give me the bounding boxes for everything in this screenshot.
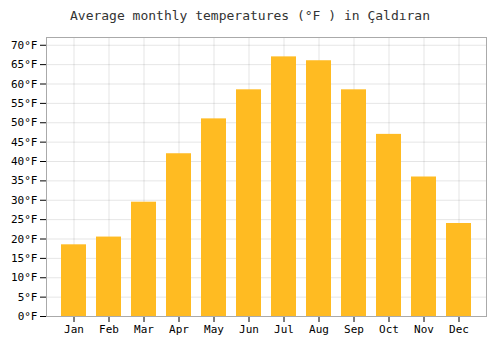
svg-text:May: May: [204, 323, 224, 336]
svg-text:Mar: Mar: [134, 323, 154, 336]
svg-text:Jun: Jun: [239, 323, 259, 336]
svg-text:Dec: Dec: [449, 323, 469, 336]
svg-text:Nov: Nov: [414, 323, 434, 336]
svg-text:0°F: 0°F: [18, 310, 38, 323]
svg-text:60°F: 60°F: [11, 78, 38, 91]
svg-text:Jan: Jan: [64, 323, 84, 336]
svg-text:45°F: 45°F: [11, 136, 38, 149]
svg-text:20°F: 20°F: [11, 233, 38, 246]
svg-text:40°F: 40°F: [11, 155, 38, 168]
svg-text:65°F: 65°F: [11, 58, 38, 71]
svg-text:55°F: 55°F: [11, 97, 38, 110]
html-text:Average monthly temperatures (: Average monthly temperatures (°F ) in Ça…: [70, 8, 430, 23]
svg-text:10°F: 10°F: [11, 271, 38, 284]
svg-text:5°F: 5°F: [18, 291, 38, 304]
svg-text:Feb: Feb: [99, 323, 119, 336]
svg-text:Jul: Jul: [274, 323, 294, 336]
svg-text:50°F: 50°F: [11, 116, 38, 129]
svg-text:Sep: Sep: [344, 323, 364, 336]
svg-text:Aug: Aug: [309, 323, 329, 336]
svg-text:30°F: 30°F: [11, 194, 38, 207]
svg-text:Apr: Apr: [169, 323, 189, 336]
svg-text:15°F: 15°F: [11, 252, 38, 265]
svg-text:Oct: Oct: [379, 323, 399, 336]
svg-text:35°F: 35°F: [11, 174, 38, 187]
svg-text:70°F: 70°F: [11, 39, 38, 52]
svg-text:25°F: 25°F: [11, 213, 38, 226]
